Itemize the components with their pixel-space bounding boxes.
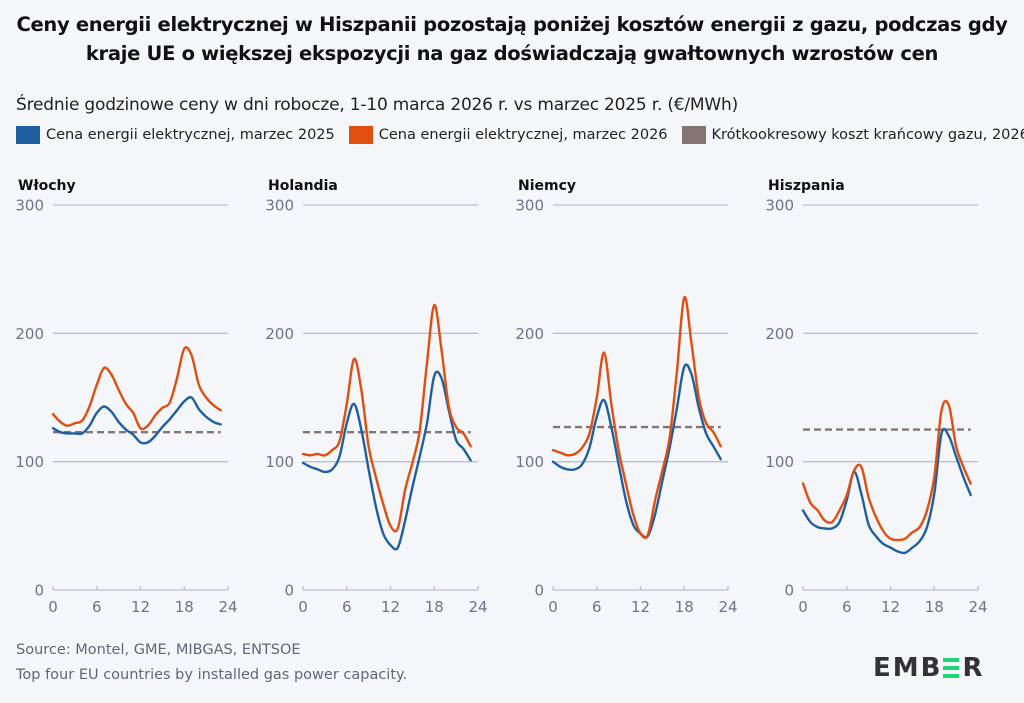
ember-logo: EMB R: [873, 653, 984, 683]
y-tick-label: 100: [515, 453, 544, 471]
y-tick-label: 200: [765, 325, 794, 343]
series-line-2025: [51, 396, 222, 445]
x-tick-label: 24: [468, 598, 487, 616]
x-tick-label: 18: [425, 598, 444, 616]
y-tick-label: 0: [284, 582, 294, 600]
panel-title: Włochy: [18, 178, 76, 194]
y-tick-label: 300: [765, 197, 794, 215]
series-line-2026: [551, 296, 722, 539]
legend-swatch-gas-cost: [681, 126, 706, 144]
legend-swatch-2025: [16, 126, 40, 144]
x-tick-label: 0: [48, 598, 58, 616]
x-tick-label: 18: [925, 598, 944, 616]
legend-swatch-2026: [348, 126, 373, 144]
y-tick-label: 300: [15, 197, 44, 215]
panel-hiszpania: Hiszpania 0 100 200 300 0 6 12 18 24: [765, 178, 987, 616]
y-tick-label: 100: [15, 453, 44, 471]
y-tick-label: 0: [784, 582, 794, 600]
panel-wlochy: Włochy 0 100 200 300 0 6 12 18 24: [15, 178, 237, 616]
x-tick-label: 24: [968, 598, 987, 616]
x-tick-label: 6: [342, 598, 352, 616]
x-tick-label: 12: [881, 598, 900, 616]
y-tick-label: 300: [515, 197, 544, 215]
legend-label-gas-cost: Krótkookresowy koszt krańcowy gazu, 2026: [711, 127, 1024, 143]
panel-niemcy: Niemcy 0 100 200 300 0 6 12 18 24: [515, 178, 737, 616]
legend: Cena energii elektrycznej, marzec 2025 C…: [16, 126, 1024, 144]
x-tick-label: 0: [548, 598, 558, 616]
chart-title-line-2: kraje UE o większej ekspozycji na gaz do…: [85, 42, 939, 65]
footnote: Top four EU countries by installed gas p…: [16, 667, 408, 683]
series-line-2026: [301, 303, 472, 533]
panel-holandia: Holandia 0 100 200 300 0 6 12 18 24: [265, 178, 487, 616]
x-tick-label: 18: [675, 598, 694, 616]
chart-title-line-1: Ceny energii elektrycznej w Hiszpanii po…: [16, 13, 1008, 36]
chart-subtitle: Średnie godzinowe ceny w dni robocze, 1-…: [16, 95, 739, 115]
y-tick-label: 200: [515, 325, 544, 343]
x-tick-label: 24: [718, 598, 737, 616]
series-line-2025: [551, 363, 722, 539]
y-tick-label: 100: [765, 453, 794, 471]
x-tick-label: 12: [631, 598, 650, 616]
y-tick-label: 300: [265, 197, 294, 215]
x-tick-label: 6: [92, 598, 102, 616]
legend-item-2026: Cena energii elektrycznej, marzec 2026: [348, 126, 668, 144]
legend-label-2025: Cena energii elektrycznej, marzec 2025: [46, 127, 335, 143]
y-tick-label: 100: [265, 453, 294, 471]
legend-label-2026: Cena energii elektrycznej, marzec 2026: [378, 127, 668, 143]
x-tick-label: 12: [131, 598, 150, 616]
series-line-2026: [801, 399, 972, 542]
logo-e-bars-icon: [943, 658, 960, 678]
panel-title: Niemcy: [518, 178, 576, 194]
legend-item-2025: Cena energii elektrycznej, marzec 2025: [16, 126, 335, 144]
x-tick-label: 0: [298, 598, 308, 616]
panel-title: Hiszpania: [768, 178, 845, 194]
footer: Source: Montel, GME, MIBGAS, ENTSOE Top …: [16, 638, 407, 688]
x-tick-label: 12: [381, 598, 400, 616]
y-tick-label: 200: [265, 325, 294, 343]
logo-text-end: R: [962, 653, 985, 683]
y-tick-label: 0: [34, 582, 44, 600]
chart-title: Ceny energii elektrycznej w Hiszpanii po…: [0, 10, 1024, 68]
x-tick-label: 24: [218, 598, 237, 616]
small-multiples-chart: Włochy 0 100 200 300 0 6 12 18 24 Holandia 0 100 200 3…: [15, 178, 987, 616]
panel-title: Holandia: [268, 178, 338, 194]
series-line-2025: [801, 427, 972, 555]
x-tick-label: 0: [798, 598, 808, 616]
series-line-2026: [51, 346, 222, 431]
logo-text-start: EMB: [873, 653, 943, 683]
x-tick-label: 18: [175, 598, 194, 616]
y-tick-label: 200: [15, 325, 44, 343]
series-line-2025: [301, 370, 472, 551]
x-tick-label: 6: [592, 598, 602, 616]
y-tick-label: 0: [534, 582, 544, 600]
source-note: Source: Montel, GME, MIBGAS, ENTSOE: [16, 642, 301, 658]
x-tick-label: 6: [842, 598, 852, 616]
legend-item-gas-cost: Krótkookresowy koszt krańcowy gazu, 2026: [681, 126, 1024, 144]
